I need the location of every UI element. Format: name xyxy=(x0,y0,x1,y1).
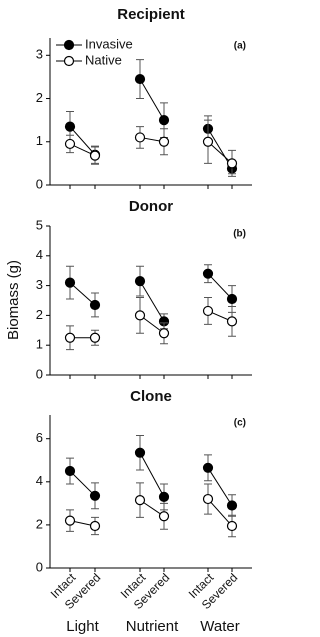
marker xyxy=(202,462,214,473)
y-tick-label: 4 xyxy=(36,473,43,488)
marker xyxy=(226,316,238,327)
series-line xyxy=(139,78,165,121)
y-tick-label: 3 xyxy=(36,277,43,292)
marker xyxy=(64,332,76,343)
y-axis-label: Biomass (g) xyxy=(5,260,22,340)
marker xyxy=(202,136,214,147)
series-line xyxy=(207,273,233,300)
marker xyxy=(158,115,170,126)
chart: Biomass (g) Recipient (a) 0 1 2 3 Donor (b) 0 1 2 3… xyxy=(5,6,252,635)
marker xyxy=(134,447,146,458)
marker xyxy=(158,511,170,522)
series-line xyxy=(139,452,165,498)
group-label: Light xyxy=(66,618,99,635)
marker xyxy=(134,73,146,85)
series-line xyxy=(207,498,233,527)
marker xyxy=(89,332,101,343)
panel-title: Clone xyxy=(130,388,172,405)
marker xyxy=(134,276,146,287)
y-tick-label: 5 xyxy=(36,217,43,232)
marker xyxy=(202,268,214,279)
panel-title: Recipient xyxy=(117,6,185,23)
panel-title: Donor xyxy=(129,198,173,215)
y-tick-label: 0 xyxy=(36,176,43,191)
y-tick-label: 0 xyxy=(36,559,43,574)
marker xyxy=(202,305,214,317)
marker xyxy=(226,520,238,532)
y-tick-label: 0 xyxy=(36,366,43,381)
panel-label: (b) xyxy=(233,229,246,240)
marker xyxy=(64,515,76,526)
legend-marker xyxy=(63,55,75,67)
series-line xyxy=(69,282,96,306)
series-line xyxy=(69,470,96,497)
y-tick-label: 4 xyxy=(36,247,43,262)
marker xyxy=(64,465,76,477)
group-label: Nutrient xyxy=(126,618,179,635)
marker xyxy=(134,132,146,143)
marker xyxy=(202,493,214,505)
marker xyxy=(64,138,76,150)
marker xyxy=(89,520,101,532)
series-line xyxy=(139,280,165,322)
marker xyxy=(134,495,146,506)
y-tick-label: 1 xyxy=(36,337,43,352)
marker xyxy=(226,500,238,511)
series-line xyxy=(207,467,233,506)
legend-marker xyxy=(63,39,75,51)
marker xyxy=(158,328,170,339)
marker xyxy=(226,293,238,305)
marker xyxy=(89,490,101,501)
marker xyxy=(89,150,101,161)
series-line xyxy=(207,141,233,164)
legend-label: Invasive xyxy=(85,36,133,51)
marker xyxy=(134,310,146,321)
panel-label: (c) xyxy=(234,418,246,429)
legend-label: Native xyxy=(85,52,122,67)
marker xyxy=(89,299,101,311)
y-tick-label: 2 xyxy=(36,90,43,105)
marker xyxy=(64,121,76,132)
series-line xyxy=(69,126,96,156)
marker xyxy=(64,277,76,288)
y-tick-label: 1 xyxy=(36,133,43,148)
y-tick-label: 6 xyxy=(36,430,43,445)
y-tick-label: 3 xyxy=(36,47,43,62)
marker xyxy=(226,158,238,169)
marker xyxy=(158,136,170,147)
panel-label: (a) xyxy=(234,41,246,52)
group-label: Water xyxy=(200,618,239,635)
marker xyxy=(158,491,170,502)
y-tick-label: 2 xyxy=(36,516,43,531)
y-tick-label: 2 xyxy=(36,307,43,322)
